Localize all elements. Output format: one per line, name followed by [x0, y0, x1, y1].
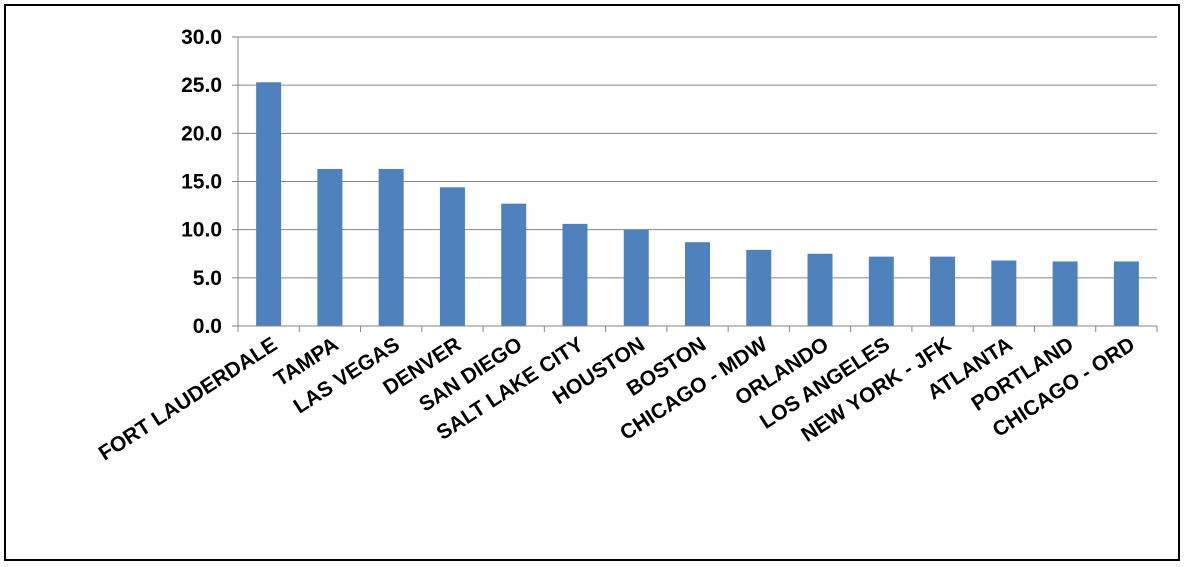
y-axis-ticks: 0.0 5.0 10.0 15.0 20.0 25.0 30.0 — [181, 26, 238, 338]
bar — [685, 242, 710, 326]
bar — [807, 253, 833, 326]
bar — [868, 256, 894, 326]
bar — [991, 260, 1017, 326]
bar — [501, 203, 527, 326]
x-category-label: FORT LAUDERDALE — [95, 333, 282, 465]
bar — [1113, 261, 1139, 326]
bar — [317, 168, 343, 326]
y-tick-label: 30.0 — [181, 26, 222, 49]
y-tick-label: 25.0 — [181, 74, 222, 97]
bar — [256, 82, 282, 326]
bars — [256, 82, 1139, 326]
bar — [1052, 261, 1078, 326]
gridlines — [238, 36, 1157, 279]
y-tick-label: 0.0 — [193, 315, 222, 338]
y-tick-label: 5.0 — [193, 267, 222, 290]
bar — [623, 229, 649, 326]
bar — [378, 168, 404, 326]
y-tick-label: 15.0 — [181, 171, 222, 194]
y-tick-label: 10.0 — [181, 219, 222, 242]
bar — [562, 223, 588, 326]
bar — [439, 187, 465, 326]
axes — [237, 37, 1158, 332]
chart-frame — [4, 4, 1180, 561]
bar — [746, 249, 772, 326]
bar — [930, 256, 956, 326]
y-tick-label: 20.0 — [181, 122, 222, 145]
